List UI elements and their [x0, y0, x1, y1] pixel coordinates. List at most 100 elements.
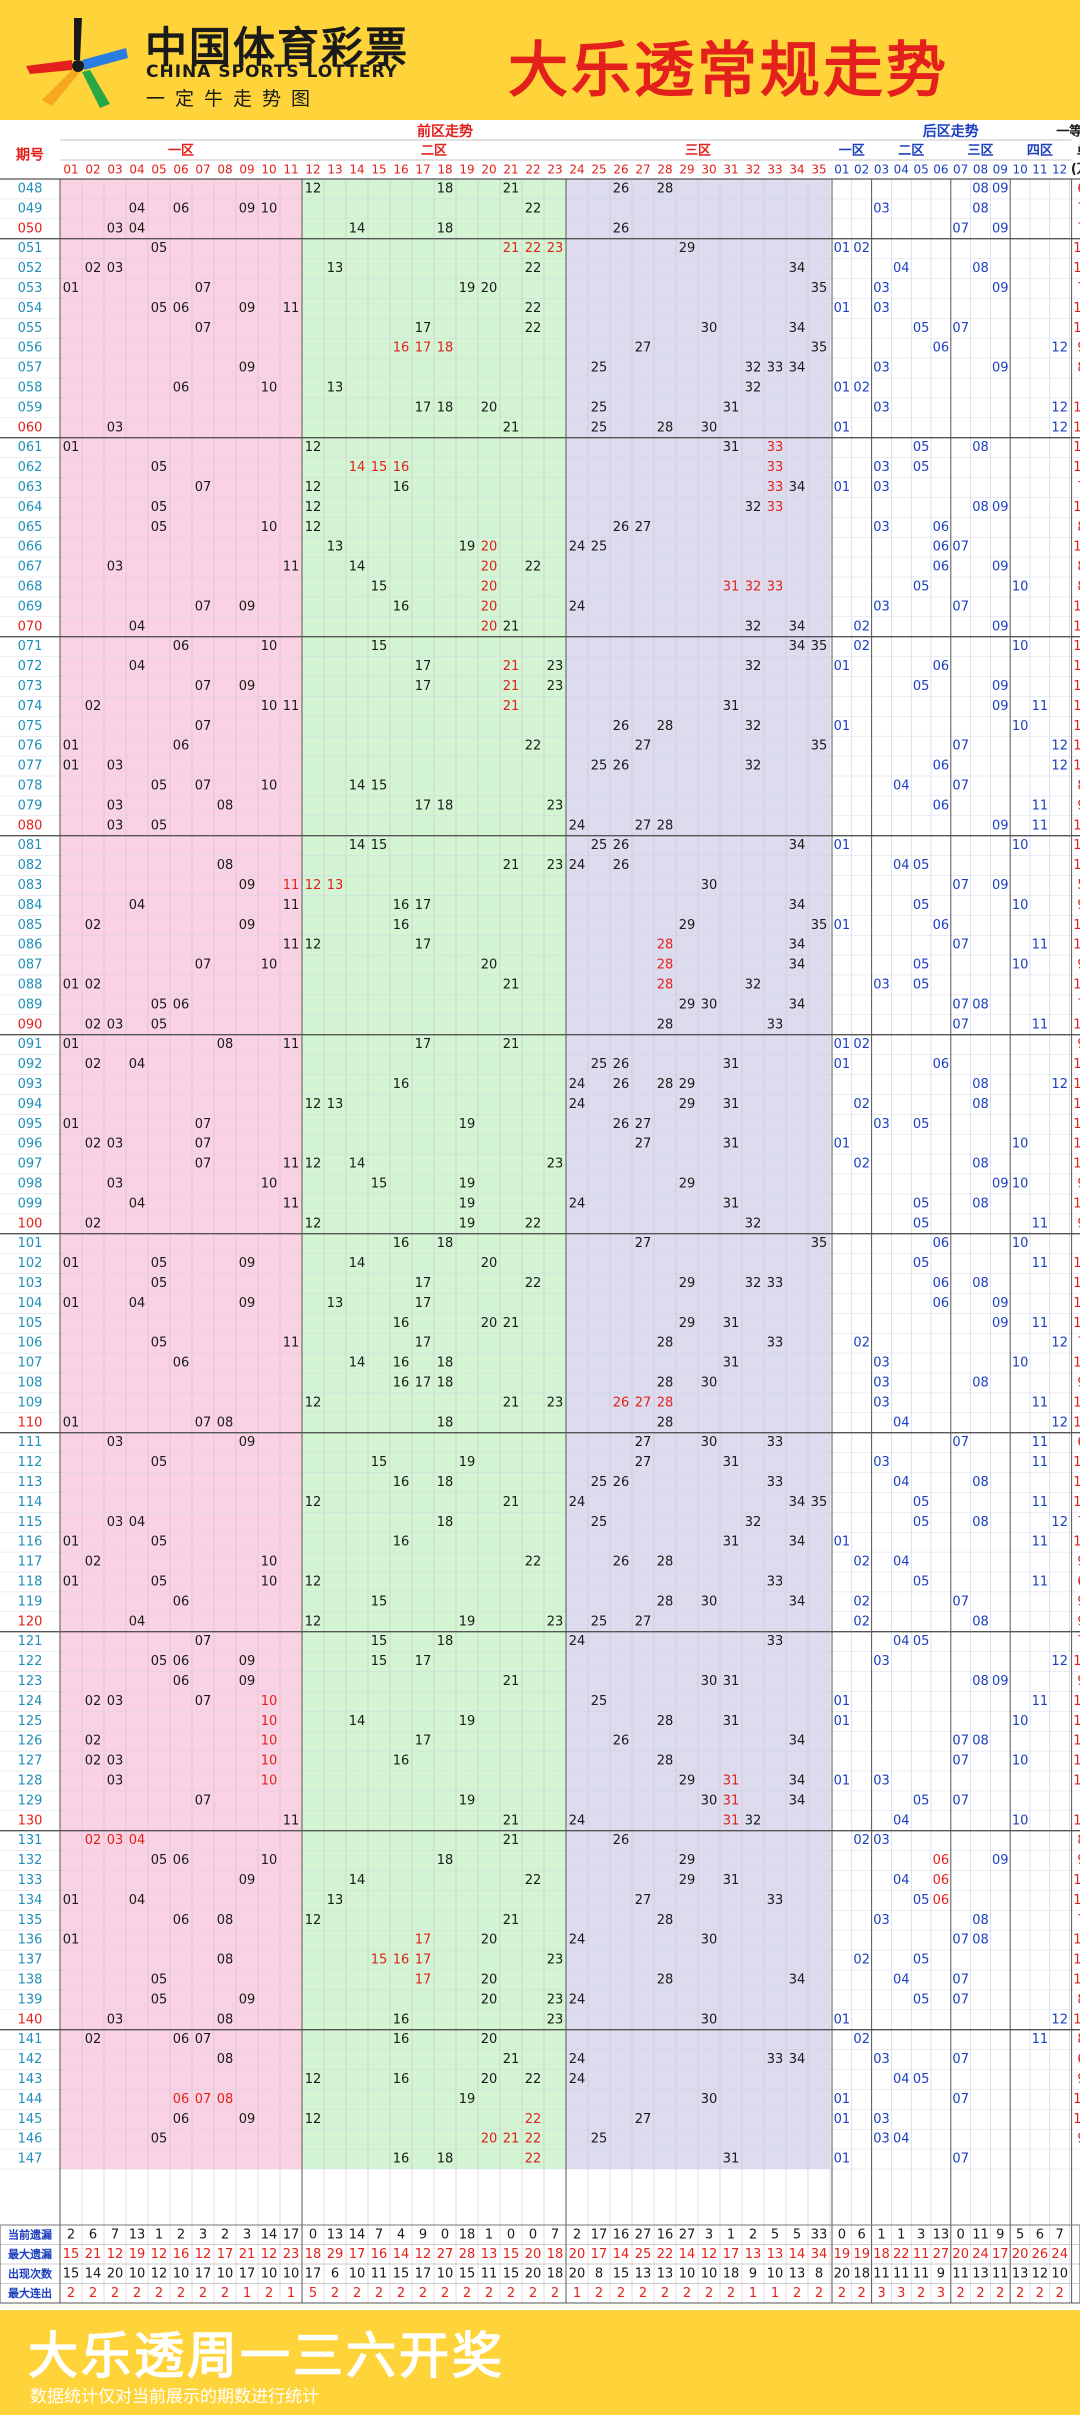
stats-front-value: 2: [617, 2286, 625, 2301]
stats-front-value: 23: [283, 2247, 300, 2262]
period-label: 100: [18, 1216, 43, 1231]
front-ball: 17: [415, 400, 432, 415]
front-number-header: 11: [283, 163, 298, 177]
back-ball: 07: [952, 1793, 969, 1808]
stats-front-value: 2: [551, 2286, 559, 2301]
prize-amount: 809: [1077, 520, 1080, 535]
front-ball: 31: [723, 1455, 740, 1470]
back-ball: 01: [834, 2012, 851, 2027]
front-ball: 10: [261, 1734, 278, 1749]
front-ball: 04: [129, 898, 146, 913]
back-ball: 09: [992, 281, 1009, 296]
front-ball: 22: [525, 2112, 542, 2127]
front-ball: 16: [393, 2072, 410, 2087]
trend-chart-area: 期号前区走势后区走势一等奖注数单注(万元)一区二区三区一区二区三区四区01020…: [0, 120, 1080, 2310]
front-ball: 34: [789, 639, 806, 654]
front-ball: 16: [393, 1754, 410, 1769]
front-ball: 24: [569, 540, 586, 555]
front-ball: 19: [459, 2092, 476, 2107]
front-ball: 03: [107, 1754, 124, 1769]
winners-count: 10: [1078, 480, 1080, 495]
prize-amount: 974: [1077, 1037, 1080, 1052]
front-ball: 28: [657, 1754, 674, 1769]
front-ball: 27: [635, 818, 652, 833]
back-ball: 06: [933, 1236, 950, 1251]
period-label: 145: [18, 2112, 43, 2127]
stats-front-value: 12: [415, 2247, 432, 2262]
front-number-header: 04: [129, 163, 144, 177]
front-ball: 28: [657, 719, 674, 734]
front-ball: 27: [635, 1893, 652, 1908]
front-ball: 14: [349, 1157, 366, 1172]
front-number-header: 08: [217, 163, 232, 177]
stats-front-value: 2: [573, 2227, 581, 2242]
stats-back-value: 2: [858, 2286, 866, 2301]
back-ball: 02: [853, 380, 870, 395]
front-ball: 22: [525, 1555, 542, 1570]
back-ball: 03: [873, 1455, 890, 1470]
back-ball: 08: [972, 997, 989, 1012]
front-ball: 30: [701, 2012, 718, 2027]
stats-front-value: 1: [485, 2227, 493, 2242]
front-ball: 23: [547, 659, 564, 674]
period-label: 142: [18, 2052, 43, 2067]
back-ball: 01: [834, 1137, 851, 1152]
stats-front-value: 10: [767, 2266, 784, 2281]
front-ball: 09: [239, 679, 256, 694]
front-ball: 16: [393, 1316, 410, 1331]
period-label: 108: [18, 1375, 43, 1390]
front-ball: 11: [283, 1813, 300, 1828]
front-ball: 23: [547, 1953, 564, 1968]
front-ball: 34: [789, 1734, 806, 1749]
front-ball: 22: [525, 2152, 542, 2167]
front-ball: 07: [195, 321, 212, 336]
front-ball: 31: [723, 579, 740, 594]
front-ball: 04: [129, 659, 146, 674]
front-ball: 07: [195, 281, 212, 296]
back-ball: 04: [893, 1873, 910, 1888]
front-ball: 09: [239, 1256, 256, 1271]
front-number-header: 02: [85, 163, 100, 177]
back-ball: 06: [933, 759, 950, 774]
stats-front-value: 20: [107, 2266, 124, 2281]
front-ball: 07: [195, 679, 212, 694]
front-ball: 01: [63, 1535, 80, 1550]
front-ball: 16: [393, 1375, 410, 1390]
front-ball: 01: [63, 1037, 80, 1052]
prize-amount: 776: [1077, 221, 1080, 236]
front-ball: 06: [173, 1654, 190, 1669]
stats-front-value: 21: [239, 2247, 256, 2262]
winners-count: 14: [1078, 281, 1080, 296]
back-ball: 05: [913, 1992, 930, 2007]
front-ball: 20: [481, 400, 498, 415]
back-ball: 05: [913, 1634, 930, 1649]
back-ball: 07: [952, 878, 969, 893]
front-ball: 12: [305, 1216, 322, 1231]
front-ball: 07: [195, 1694, 212, 1709]
stats-front-value: 16: [613, 2227, 630, 2242]
winners-count: 15: [1078, 1574, 1080, 1589]
back-ball: 03: [873, 201, 890, 216]
front-ball: 20: [481, 560, 498, 575]
prize-amount: 940: [1077, 798, 1080, 813]
back-ball: 07: [952, 1017, 969, 1032]
front-ball: 25: [591, 1057, 608, 1072]
front-ball: 34: [789, 1495, 806, 1510]
period-label: 068: [18, 579, 43, 594]
front-ball: 06: [173, 2112, 190, 2127]
front-ball: 12: [305, 181, 322, 196]
back-ball: 08: [972, 1614, 989, 1629]
front-ball: 05: [151, 1853, 168, 1868]
front-ball: 24: [569, 2072, 586, 2087]
front-ball: 17: [415, 898, 432, 913]
stats-front-value: 9: [419, 2227, 427, 2242]
front-ball: 31: [723, 1714, 740, 1729]
front-ball: 21: [503, 1833, 520, 1848]
front-ball: 29: [679, 1176, 696, 1191]
front-number-header: 27: [635, 163, 650, 177]
prize-amount: 746: [1077, 1515, 1080, 1530]
front-ball: 10: [261, 1853, 278, 1868]
